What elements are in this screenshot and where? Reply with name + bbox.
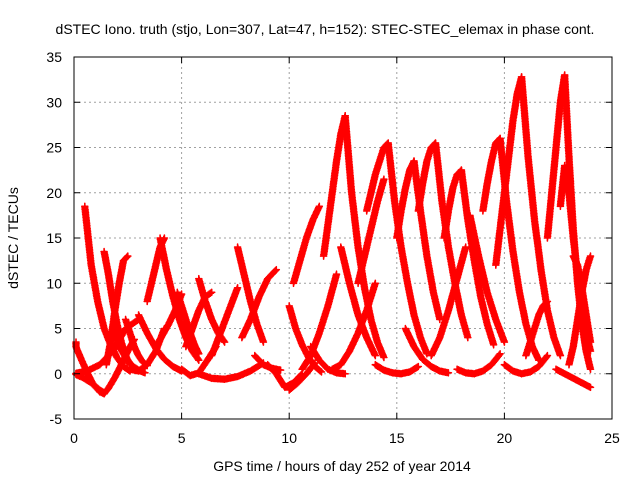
y-tick-label: -5 — [50, 411, 63, 427]
series-markers — [328, 279, 380, 373]
y-tick-label: 5 — [54, 321, 62, 337]
y-tick-label: 0 — [54, 366, 62, 382]
x-tick-label: 20 — [497, 430, 513, 446]
series-markers — [238, 265, 281, 342]
series-markers — [552, 365, 595, 392]
series-32 — [328, 279, 380, 373]
series-markers — [569, 252, 595, 346]
y-tick-label: 25 — [46, 140, 62, 156]
series-markers — [121, 315, 151, 370]
series-19 — [195, 359, 268, 383]
chart-title: dSTEC Iono. truth (stjo, Lon=307, Lat=47… — [56, 21, 595, 37]
series-markers — [522, 297, 552, 360]
series-29 — [319, 112, 349, 260]
series-markers — [285, 359, 319, 394]
series-markers — [479, 134, 504, 215]
series-markers — [319, 112, 349, 260]
series-markers — [362, 139, 392, 215]
y-axis-title: dSTEC / TECUs — [5, 187, 21, 289]
series-markers — [500, 351, 552, 378]
series-markers — [453, 350, 504, 378]
series-37 — [393, 157, 418, 242]
x-tick-label: 25 — [604, 430, 620, 446]
series-33 — [354, 175, 388, 288]
x-tick-label: 5 — [178, 430, 186, 446]
series-markers — [207, 284, 242, 360]
series-markers — [517, 73, 565, 360]
series-52 — [522, 297, 552, 360]
series-23 — [263, 360, 306, 392]
series-markers — [427, 243, 470, 360]
x-tick-label: 0 — [70, 430, 78, 446]
x-tick-label: 15 — [389, 430, 405, 446]
series-markers — [414, 139, 440, 215]
series-47 — [479, 134, 504, 215]
data-series — [72, 71, 595, 398]
y-tick-label: 30 — [46, 94, 62, 110]
series-45 — [466, 211, 509, 346]
series-markers — [466, 211, 509, 346]
series-markers — [440, 166, 466, 242]
series-markers — [306, 342, 349, 378]
series-24 — [285, 302, 326, 376]
series-39 — [401, 324, 453, 377]
series-18 — [207, 284, 242, 360]
x-axis-title: GPS time / hours of day 252 of year 2014 — [213, 458, 471, 474]
series-markers — [393, 157, 418, 242]
series-markers — [492, 73, 526, 269]
series-markers — [371, 360, 423, 378]
series-8 — [121, 315, 151, 370]
series-36 — [371, 360, 423, 378]
series-markers — [289, 202, 324, 288]
series-markers — [263, 360, 306, 392]
series-58 — [552, 365, 595, 392]
x-axis: 0 5 10 15 20 25 — [70, 57, 620, 446]
x-tick-label: 10 — [281, 430, 297, 446]
series-49 — [492, 73, 526, 269]
series-42 — [427, 243, 470, 360]
series-25 — [285, 359, 319, 394]
series-markers — [285, 302, 326, 376]
series-40 — [414, 139, 440, 215]
series-26 — [289, 202, 324, 288]
series-21 — [238, 265, 281, 342]
series-46 — [453, 350, 504, 378]
series-markers — [354, 175, 388, 288]
series-57 — [569, 252, 595, 346]
series-50 — [517, 73, 565, 360]
y-tick-label: 20 — [46, 185, 62, 201]
series-43 — [440, 166, 466, 242]
y-tick-label: 10 — [46, 275, 62, 291]
y-axis: -5 0 5 10 15 20 25 30 35 — [46, 49, 612, 427]
series-34 — [362, 139, 392, 215]
y-tick-label: 35 — [46, 49, 62, 65]
series-markers — [195, 359, 268, 383]
y-tick-label: 15 — [46, 230, 62, 246]
series-28 — [306, 342, 349, 378]
series-markers — [401, 324, 453, 377]
series-51 — [500, 351, 552, 378]
